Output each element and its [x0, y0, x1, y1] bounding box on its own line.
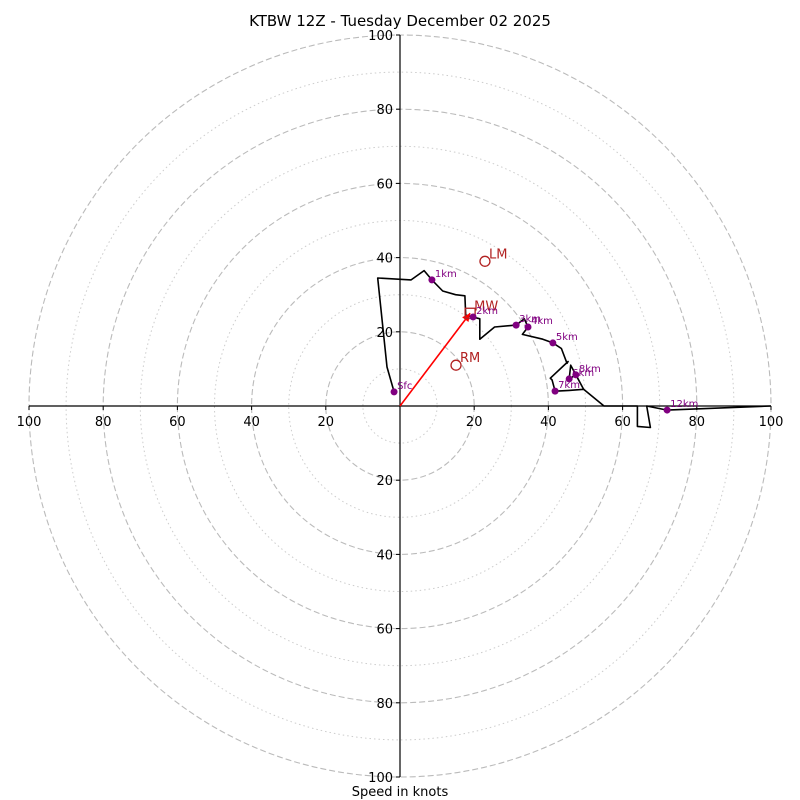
y-tick-label: 60	[376, 177, 393, 192]
height-label-5km: 5km	[556, 332, 578, 343]
storm-label-lm: LM	[489, 247, 507, 262]
storm-marker-lm	[479, 255, 491, 267]
height-label-1km: 1km	[435, 269, 457, 280]
x-tick-label: 20	[466, 415, 483, 430]
chart-title: KTBW 12Z - Tuesday December 02 2025	[249, 12, 551, 30]
y-tick-label: 20	[376, 326, 393, 341]
x-axis-label: Speed in knots	[352, 785, 449, 800]
y-tick-label: 20	[376, 474, 393, 489]
shear-vector-line	[399, 312, 471, 407]
x-tick-label: 40	[243, 415, 260, 430]
height-marker-5km	[549, 339, 557, 347]
height-marker-12km	[663, 406, 671, 414]
storm-motion-markers: LM RM MW	[450, 247, 507, 371]
height-label-8km: 8km	[579, 364, 601, 375]
height-label-sfc: Sfc	[397, 381, 412, 392]
x-tick-label: 40	[540, 415, 557, 430]
height-marker-7km	[551, 387, 559, 395]
height-marker-1km	[428, 276, 436, 284]
height-label-12km: 12km	[670, 399, 698, 410]
y-tick-label: 100	[368, 29, 393, 44]
y-tick-label: 100	[368, 771, 393, 786]
height-label-6km: 6km	[572, 368, 594, 379]
tick-labels: 100 80 60 40 20 20 40 60 80 100 100 80 60 40 20 20 40 60 8…	[17, 29, 784, 786]
x-tick-label: 20	[318, 415, 335, 430]
x-tick-label: 80	[689, 415, 706, 430]
storm-marker-rm	[450, 359, 462, 371]
y-tick-label: 60	[376, 623, 393, 638]
storm-label-mw: MW	[474, 299, 498, 314]
height-label-3km: 3km	[519, 314, 541, 325]
height-label-7km: 7km	[558, 380, 580, 391]
y-tick-label: 40	[376, 548, 393, 563]
height-marker-4km	[524, 323, 532, 331]
height-marker-sfc	[390, 388, 398, 396]
height-label-2km: 2km	[476, 306, 498, 317]
x-tick-label: 60	[614, 415, 631, 430]
y-tick-label: 80	[376, 103, 393, 118]
height-label-4km: 4km	[531, 316, 553, 327]
height-marker-3km	[512, 321, 520, 329]
y-tick-label: 40	[376, 252, 393, 267]
height-marker-2km	[469, 313, 477, 321]
x-tick-label: 100	[17, 415, 42, 430]
height-marker-6km	[565, 375, 573, 383]
x-tick-label: 100	[759, 415, 784, 430]
height-marker-8km	[572, 371, 580, 379]
y-tick-label: 80	[376, 697, 393, 712]
storm-label-rm: RM	[460, 351, 480, 366]
x-tick-label: 60	[169, 415, 186, 430]
x-tick-label: 80	[95, 415, 112, 430]
